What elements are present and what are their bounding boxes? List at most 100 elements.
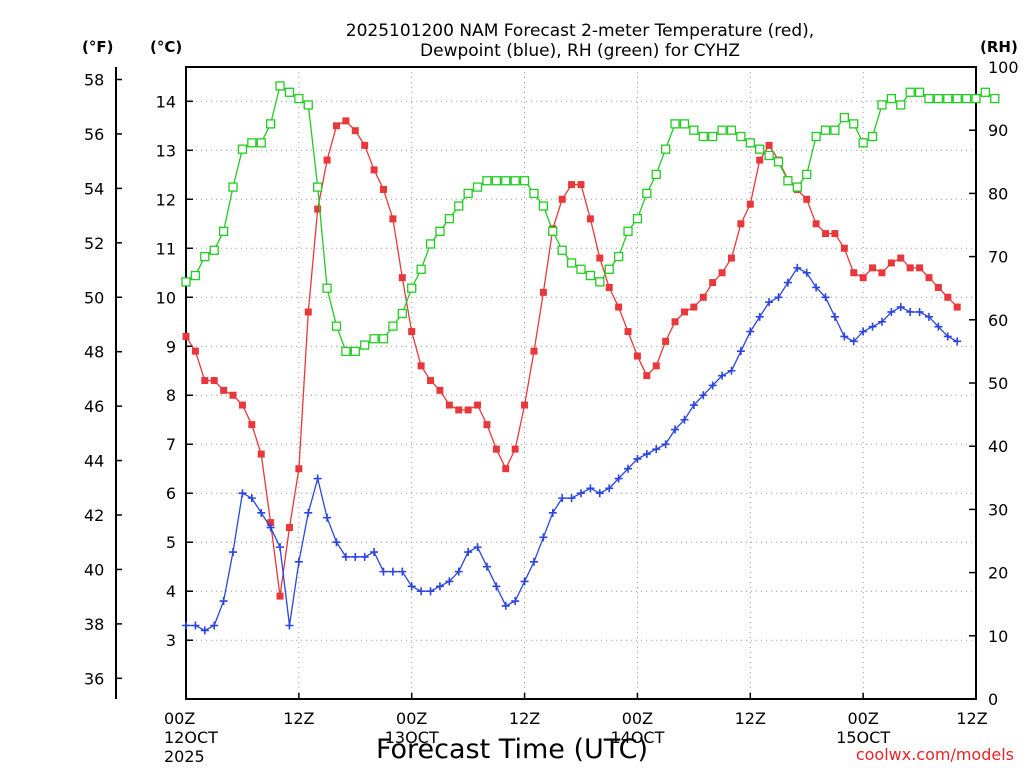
temperature-point [389,215,397,223]
celsius-tick-label: 13 [156,141,176,160]
temperature-point [539,288,547,296]
dewpoint-point [360,552,369,561]
rh-point [585,270,596,281]
dewpoint-point [238,489,247,498]
dewpoint-point [840,332,849,341]
rh-point [538,201,549,211]
fahrenheit-tick-label: 58 [84,71,104,90]
dewpoint-point [642,450,651,459]
dewpoint-point [210,621,219,630]
temperature-point [746,200,754,208]
dewpoint-point [182,621,190,630]
rh-point [613,251,624,262]
dewpoint-point [671,425,680,434]
rh-point [877,100,887,110]
rh-point [886,93,897,104]
rh-point [435,226,445,236]
rh-tick-label: 50 [988,374,1008,393]
dewpoint-point [285,621,294,630]
rh-point [623,226,633,236]
dewpoint-point [313,474,322,483]
celsius-unit-label: (°C) [150,38,182,56]
temperature-point [916,264,924,272]
rh-point [839,112,849,123]
temperature-point [521,401,529,409]
dewpoint-point [605,484,614,493]
temperature-point [812,220,820,228]
rh-point [679,119,690,129]
dewpoint-point [341,552,350,561]
x-tick-label: 15OCT [836,728,890,747]
temperature-point [276,592,284,600]
dewpoint-point [680,415,689,424]
dewpoint-point [454,567,463,576]
dewpoint-point [887,307,896,316]
temperature-series [182,117,961,600]
dewpoint-point [247,494,256,503]
chart-title-line-1: 2025101200 NAM Forecast 2-meter Temperat… [346,21,814,41]
fahrenheit-tick-label: 52 [84,234,104,253]
fahrenheit-tick-label: 40 [84,560,104,579]
temperature-point [756,156,764,164]
rh-point [717,125,727,135]
rh-point [566,258,577,268]
dewpoint-point [699,391,708,400]
rh-point [896,100,906,110]
rh-point [341,346,351,357]
temperature-point [869,264,877,272]
dewpoint-point [417,587,426,596]
dewpoint-point [934,322,943,331]
dewpoint-point [765,298,774,307]
x-tick-label: 00Z [396,709,427,728]
rh-axis: 0 10 20 30 40 50 60 70 80 90 100 [969,58,1019,709]
temperature-point [238,401,246,409]
rh-point [557,245,567,255]
rh-point [651,169,661,180]
dewpoint-point [219,597,228,606]
temperature-point [191,347,199,355]
rh-point [397,308,407,319]
dewpoint-point [492,582,501,591]
dewpoint-point [652,445,661,454]
x-tick-label: 12OCT [164,728,218,747]
temperature-point [690,303,698,311]
temperature-point [417,362,425,370]
temperature-point [295,465,303,473]
x-axis-title: Forecast Time (UTC) [376,734,648,765]
dewpoint-point [379,567,388,576]
dewpoint-point [388,567,397,576]
temperature-point [455,406,463,414]
rh-point [867,131,878,142]
rh-point [256,138,266,148]
temperature-point [323,156,331,164]
temperature-point [859,274,867,282]
rh-point [755,144,765,154]
temperature-point [558,195,566,203]
fahrenheit-unit-label: (°F) [82,38,113,56]
x-tick-label: 2025 [164,747,205,766]
rh-point [764,150,774,161]
dewpoint-point [323,513,332,522]
celsius-tick-label: 8 [166,386,176,405]
dewpoint-point [868,322,877,331]
dewpoint-point [812,283,821,292]
rh-tick-label: 90 [988,121,1008,140]
temperature-point [680,308,688,316]
dewpoint-point [586,484,595,493]
dewpoint-point [304,508,313,517]
rh-point [275,81,285,91]
temperature-point [248,421,256,429]
temperature-point [718,269,726,277]
temperature-point [850,269,858,277]
dewpoint-point [924,312,933,321]
temperature-point [709,279,717,287]
dewpoint-point [435,582,444,591]
dewpoint-point [774,293,783,302]
temperature-point [671,318,679,326]
rh-point [303,100,313,110]
dewpoint-point [482,562,491,571]
dewpoint-point [200,626,209,635]
rh-point [698,131,708,142]
dewpoint-point [426,587,435,596]
dewpoint-point [802,268,811,277]
